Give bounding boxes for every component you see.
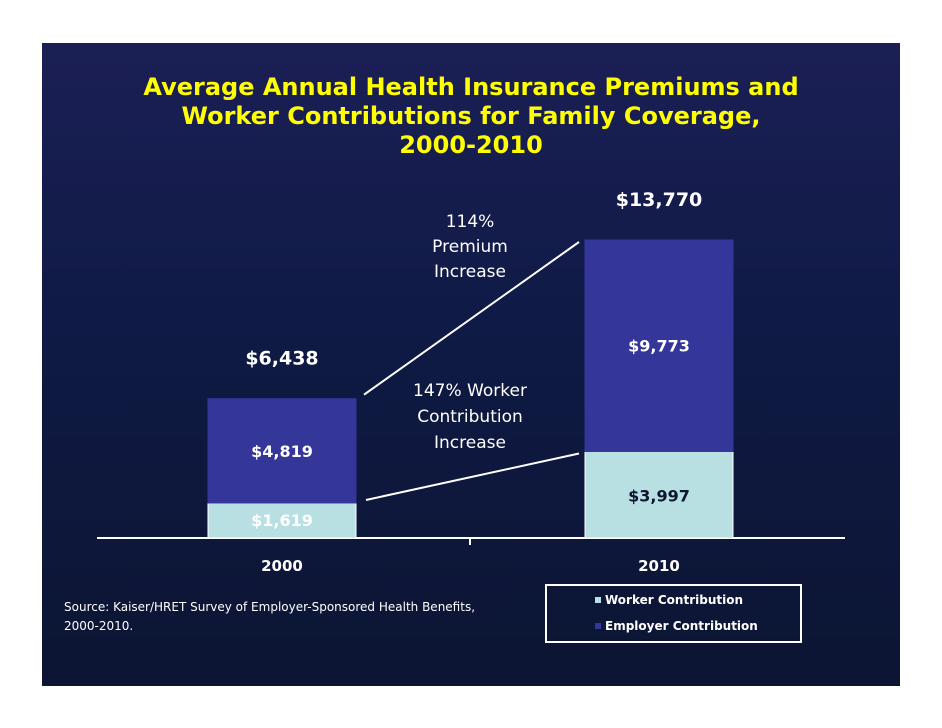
legend-item-worker: Worker Contribution — [595, 593, 743, 607]
bar-employer-2000 — [207, 398, 357, 504]
worker-increase-line-3: Increase — [434, 433, 506, 453]
premium-increase-line-1: 114% — [446, 212, 495, 232]
category-label-2000: 2000 — [261, 557, 303, 575]
slide: Average Annual Health Insurance Premiums… — [42, 43, 900, 686]
legend-label-worker: Worker Contribution — [605, 593, 743, 607]
source-note: Source: Kaiser/HRET Survey of Employer-S… — [64, 598, 524, 636]
total-label-2010: $13,770 — [616, 189, 703, 211]
worker-trend-line — [365, 452, 580, 501]
title-line-3: 2000-2010 — [399, 131, 543, 159]
title-line-2: Worker Contributions for Family Coverage… — [181, 102, 761, 130]
premium-trend-line — [363, 241, 580, 396]
legend-swatch-worker — [595, 597, 601, 603]
legend-swatch-employer — [595, 623, 601, 629]
chart-title: Average Annual Health Insurance Premiums… — [104, 73, 838, 160]
data-label-worker-2000: $1,619 — [251, 511, 313, 530]
legend: Worker Contribution Employer Contributio… — [545, 584, 802, 643]
source-line-1: Source: Kaiser/HRET Survey of Employer-S… — [64, 600, 476, 614]
total-label-2000: $6,438 — [245, 348, 318, 370]
title-line-1: Average Annual Health Insurance Premiums… — [143, 73, 799, 101]
premium-increase-line-2: Premium — [432, 237, 508, 257]
bar-employer-2010 — [584, 239, 734, 452]
legend-label-employer: Employer Contribution — [605, 619, 758, 633]
bar-worker-2010 — [584, 450, 734, 539]
category-label-2010: 2010 — [638, 557, 680, 575]
premium-increase-line-3: Increase — [434, 262, 506, 282]
worker-increase-line-1: 147% Worker — [413, 381, 527, 401]
data-label-employer-2000: $4,819 — [251, 442, 313, 461]
source-line-2: 2000-2010. — [64, 619, 134, 633]
chart-area: $1,619 $4,819 $6,438 2000 $3,997 $9,773 $13,77… — [97, 189, 845, 575]
legend-item-employer: Employer Contribution — [595, 619, 758, 633]
bar-worker-2000 — [207, 502, 357, 539]
worker-increase-line-2: Contribution — [417, 407, 523, 427]
data-label-employer-2010: $9,773 — [628, 337, 690, 356]
data-label-worker-2010: $3,997 — [628, 486, 690, 505]
